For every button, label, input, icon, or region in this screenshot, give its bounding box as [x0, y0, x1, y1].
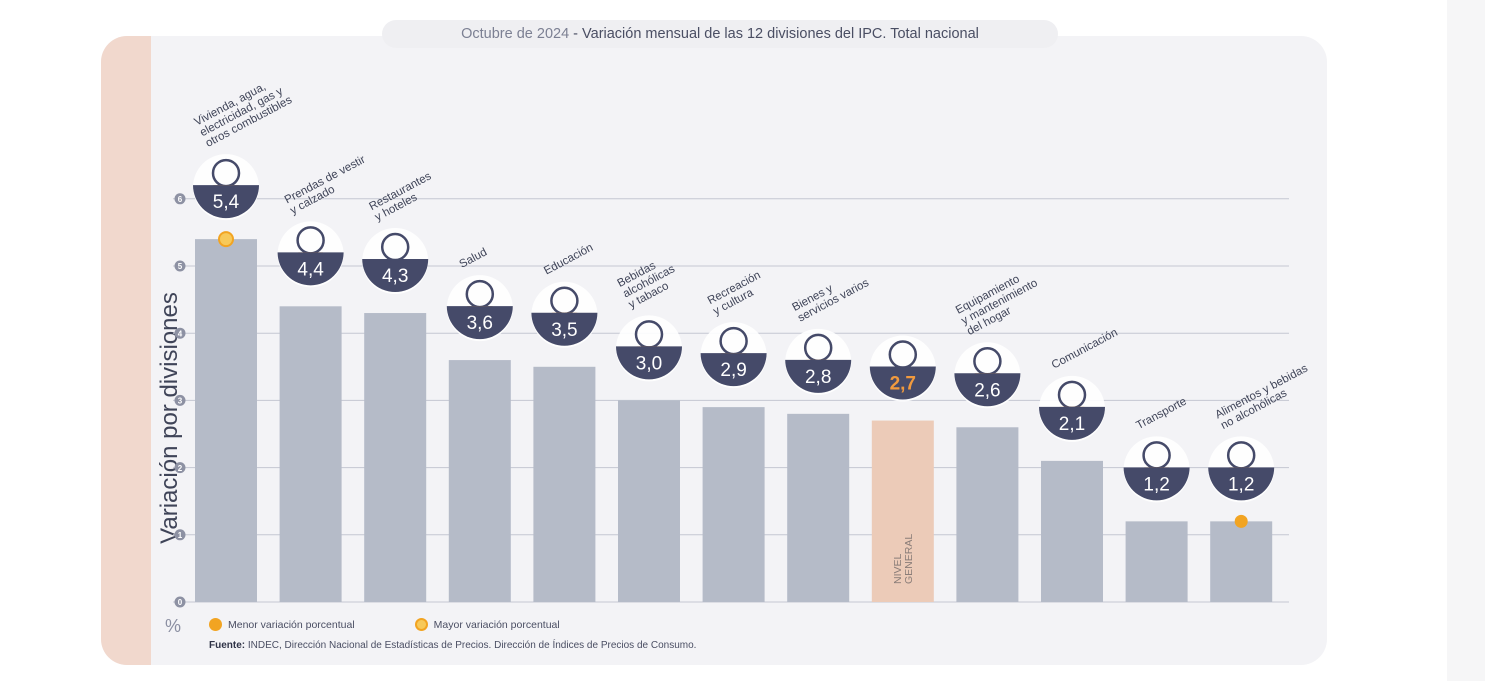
category-label: Recreacióny cultura: [706, 269, 769, 318]
legend-max-label: Mayor variación porcentual: [433, 618, 560, 631]
value-label: 4,3: [382, 266, 408, 287]
value-badge: [193, 185, 259, 219]
legend-min: Menor variación porcentual: [209, 618, 355, 631]
bar: [364, 313, 427, 602]
bar: [871, 420, 934, 602]
bar: [533, 366, 596, 602]
bar: [279, 306, 342, 602]
general-bar-label-line: GENERAL: [903, 534, 915, 584]
y-tick-dot: [174, 260, 186, 272]
value-badge: [700, 353, 767, 387]
legend: Menor variación porcentual Mayor variaci…: [209, 618, 620, 631]
value-badge: [277, 252, 344, 286]
bar: [956, 427, 1019, 602]
category-label-line: Alimentos y bebidas: [1213, 362, 1310, 421]
bar: [448, 360, 511, 602]
y-tick-label: 1: [178, 531, 183, 540]
value-label: 2,9: [720, 360, 746, 381]
value-label: 3,5: [551, 320, 577, 341]
min-marker: [1234, 514, 1248, 528]
bar: [618, 400, 680, 602]
category-label: Transporte: [1134, 396, 1188, 433]
value-badge: [362, 259, 429, 293]
source-label: Fuente:: [209, 640, 246, 651]
value-label: 2,1: [1059, 414, 1085, 435]
category-label: Educación: [542, 242, 595, 278]
category-label-line: Transporte: [1134, 396, 1188, 433]
y-tick-label: 2: [178, 464, 183, 473]
y-tick-label: 6: [178, 195, 183, 204]
category-label: Alimentos y bebidasno alcohólicas: [1213, 362, 1315, 432]
min-marker-icon: [209, 618, 222, 631]
value-label: 5,4: [213, 192, 240, 213]
y-tick-dot: [174, 327, 186, 339]
value-label: 2,6: [974, 380, 1000, 401]
category-label-line: Salud: [458, 246, 490, 270]
y-tick-dot: [174, 462, 186, 474]
chart-card: Variación por divisiones 0 1 2 3 4 5 6 5,4 Vivie…: [101, 36, 1327, 665]
y-tick-label: 0: [178, 598, 183, 607]
bar: [702, 407, 765, 602]
category-label: Prendas de vestiry calzado: [283, 154, 373, 217]
category-label: Equipamientoy mantenimientodel hogar: [954, 267, 1045, 338]
value-badge: [1208, 467, 1275, 501]
value-label: 1,2: [1143, 474, 1169, 495]
value-badge: [1039, 406, 1105, 440]
legend-min-label: Menor variación porcentual: [228, 618, 355, 631]
category-label-line: Educación: [542, 242, 595, 278]
value-badge: [616, 346, 682, 380]
max-marker: [218, 231, 234, 248]
chart-title: Octubre de 2024 - Variación mensual de l…: [382, 20, 1058, 48]
category-label: Restaurantesy hoteles: [367, 170, 439, 223]
y-tick-label: 5: [178, 262, 183, 271]
source-text: INDEC, Dirección Nacional de Estadística…: [245, 640, 697, 651]
value-label: 4,4: [297, 259, 324, 280]
value-label: 2,8: [805, 367, 831, 388]
value-label: 2,7: [890, 374, 916, 395]
bar: [195, 239, 257, 602]
max-marker-icon: [414, 618, 428, 631]
general-bar-label-line: NIVEL: [892, 553, 904, 584]
category-label: Vivienda, agua,electricidad, gas yotros …: [193, 73, 295, 150]
value-badge: [869, 366, 936, 400]
y-tick-label: 3: [178, 397, 183, 406]
general-bar-label: NIVELGENERAL: [892, 534, 915, 584]
value-badge: [785, 359, 852, 393]
right-scroll-gutter: [1447, 0, 1485, 681]
category-label: Bebidasalcohólicasy tabaco: [616, 252, 683, 311]
y-tick-dot: [174, 394, 186, 406]
category-label: Salud: [458, 246, 490, 270]
bar-chart: 0 1 2 3 4 5 6 5,4 Vivienda, agua,electricidad, g…: [173, 73, 1315, 608]
value-label: 1,2: [1228, 474, 1254, 495]
value-label: 3,0: [636, 353, 662, 374]
legend-max: Mayor variación porcentual: [414, 618, 560, 631]
y-tick-dot: [174, 596, 186, 608]
value-badge: [954, 373, 1021, 407]
y-tick-label: 4: [178, 329, 183, 338]
bar: [1041, 460, 1103, 602]
title-text: Variación mensual de las 12 divisiones d…: [582, 26, 979, 42]
unit-label: %: [165, 616, 182, 636]
value-label: 3,6: [467, 313, 493, 334]
y-tick-dot: [174, 193, 186, 205]
bar: [1125, 521, 1188, 602]
ylabel-band: [101, 36, 151, 665]
y-tick-dot: [174, 529, 186, 541]
category-label: Bienes yservicios varios: [790, 266, 871, 324]
title-date: Octubre de 2024: [461, 26, 570, 42]
bar: [787, 413, 850, 602]
value-badge: [1123, 467, 1190, 501]
source-note: Fuente: INDEC, Dirección Nacional de Est…: [209, 640, 696, 651]
value-badge: [531, 312, 598, 346]
value-badge: [446, 306, 513, 340]
bar: [1210, 521, 1273, 602]
title-separator: -: [569, 26, 583, 42]
